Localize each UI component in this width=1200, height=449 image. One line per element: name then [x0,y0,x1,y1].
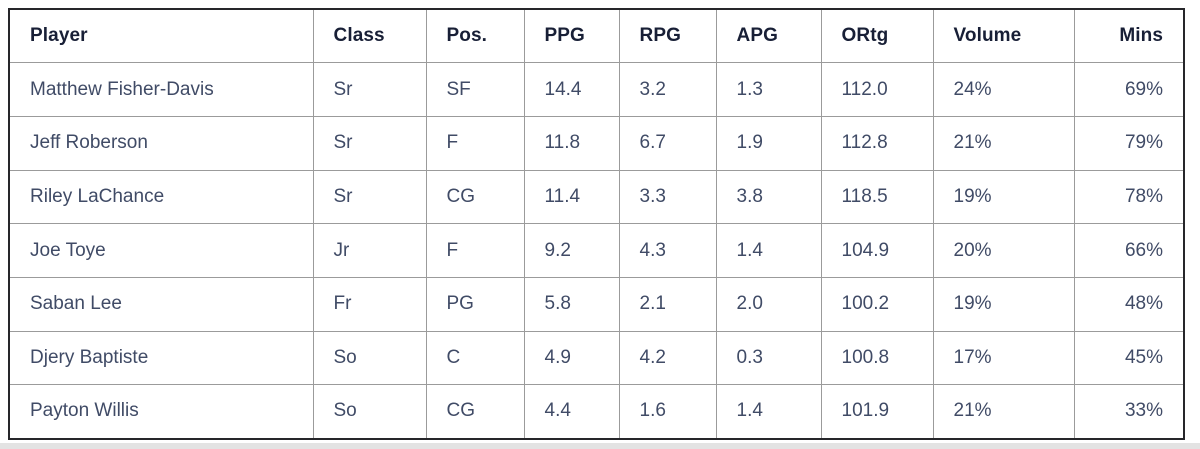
cell-player: Matthew Fisher-Davis [8,62,314,117]
cell-rpg: 3.2 [618,62,717,117]
cell-ppg: 4.9 [523,330,620,386]
table-body: Matthew Fisher-Davis Sr SF 14.4 3.2 1.3 112.0 2… [8,62,1185,439]
cell-ortg: 118.5 [820,169,934,225]
cell-mins: 78% [1073,169,1185,225]
cell-pos: C [425,330,525,386]
cell-ppg: 4.4 [523,384,620,439]
header-row: Player Class Pos. PPG RPG APG ORtg Volume Mins [8,8,1185,64]
cell-mins: 33% [1073,384,1185,439]
cell-ppg: 9.2 [523,223,620,278]
table-row: Joe Toye Jr F 9.2 4.3 1.4 104.9 20% 66% [8,223,1185,278]
cell-ortg: 104.9 [820,223,934,278]
bottom-page-band [0,443,1200,449]
cell-player: Jeff Roberson [8,115,314,171]
cell-ppg: 14.4 [523,62,620,117]
cell-player: Riley LaChance [8,169,314,225]
cell-ortg: 112.8 [820,115,934,171]
table-row: Riley LaChance Sr CG 11.4 3.3 3.8 118.5 19% 78% [8,169,1185,225]
column-header-class: Class [312,8,427,64]
cell-volume: 21% [932,384,1075,439]
cell-volume: 24% [932,62,1075,117]
cell-rpg: 1.6 [618,384,717,439]
cell-ortg: 100.8 [820,330,934,386]
table-row: Payton Willis So CG 4.4 1.6 1.4 101.9 21% 33% [8,384,1185,439]
cell-rpg: 4.3 [618,223,717,278]
cell-apg: 1.3 [715,62,822,117]
cell-class: Fr [312,276,427,332]
cell-class: So [312,330,427,386]
cell-ppg: 5.8 [523,276,620,332]
table-row: Djery Baptiste So C 4.9 4.2 0.3 100.8 17% 45% [8,330,1185,386]
table-row: Saban Lee Fr PG 5.8 2.1 2.0 100.2 19% 48% [8,276,1185,332]
cell-player: Payton Willis [8,384,314,439]
cell-rpg: 3.3 [618,169,717,225]
cell-apg: 2.0 [715,276,822,332]
column-header-ppg: PPG [523,8,620,64]
cell-class: Sr [312,62,427,117]
table-row: Jeff Roberson Sr F 11.8 6.7 1.9 112.8 21% 79% [8,115,1185,171]
cell-volume: 19% [932,276,1075,332]
cell-ortg: 112.0 [820,62,934,117]
cell-apg: 3.8 [715,169,822,225]
cell-apg: 0.3 [715,330,822,386]
cell-pos: CG [425,169,525,225]
cell-volume: 19% [932,169,1075,225]
cell-player: Joe Toye [8,223,314,278]
cell-player: Djery Baptiste [8,330,314,386]
cell-mins: 66% [1073,223,1185,278]
cell-class: Sr [312,115,427,171]
player-stats-table: Player Class Pos. PPG RPG APG ORtg Volume Mins M… [8,8,1185,440]
cell-ppg: 11.8 [523,115,620,171]
cell-apg: 1.9 [715,115,822,171]
player-stats-table-container: Player Class Pos. PPG RPG APG ORtg Volume Mins M… [8,8,1185,440]
cell-volume: 17% [932,330,1075,386]
cell-rpg: 2.1 [618,276,717,332]
column-header-ortg: ORtg [820,8,934,64]
cell-apg: 1.4 [715,384,822,439]
column-header-player: Player [8,8,314,64]
cell-ortg: 101.9 [820,384,934,439]
cell-class: Jr [312,223,427,278]
column-header-pos: Pos. [425,8,525,64]
column-header-volume: Volume [932,8,1075,64]
cell-ppg: 11.4 [523,169,620,225]
cell-mins: 48% [1073,276,1185,332]
cell-class: So [312,384,427,439]
cell-ortg: 100.2 [820,276,934,332]
cell-mins: 69% [1073,62,1185,117]
cell-pos: F [425,115,525,171]
cell-pos: SF [425,62,525,117]
cell-rpg: 6.7 [618,115,717,171]
cell-volume: 20% [932,223,1075,278]
cell-pos: PG [425,276,525,332]
table-row: Matthew Fisher-Davis Sr SF 14.4 3.2 1.3 112.0 2… [8,62,1185,117]
cell-volume: 21% [932,115,1075,171]
cell-mins: 79% [1073,115,1185,171]
cell-mins: 45% [1073,330,1185,386]
column-header-rpg: RPG [618,8,717,64]
cell-class: Sr [312,169,427,225]
cell-rpg: 4.2 [618,330,717,386]
cell-pos: CG [425,384,525,439]
cell-player: Saban Lee [8,276,314,332]
cell-pos: F [425,223,525,278]
cell-apg: 1.4 [715,223,822,278]
column-header-apg: APG [715,8,822,64]
column-header-mins: Mins [1073,8,1185,64]
